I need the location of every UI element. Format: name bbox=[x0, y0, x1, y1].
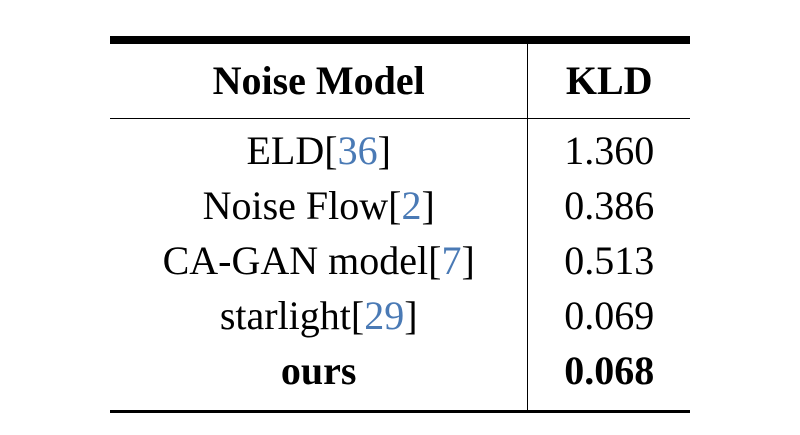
bracket-open: [ bbox=[428, 238, 442, 283]
model-cell: Noise Flow[2] bbox=[110, 178, 529, 233]
table-row: CA-GAN model[7] 0.513 bbox=[110, 233, 690, 288]
kld-value-best: 0.068 bbox=[564, 348, 655, 393]
table-row: ELD[36] 1.360 bbox=[110, 118, 690, 178]
model-name: ELD bbox=[246, 128, 325, 173]
bottom-rule bbox=[110, 410, 690, 413]
citation-link[interactable]: 2 bbox=[401, 183, 422, 228]
model-cell: starlight[29] bbox=[110, 288, 529, 343]
bracket-close: ] bbox=[404, 293, 418, 338]
header-noise-model: Noise Model bbox=[110, 44, 529, 119]
model-cell: ELD[36] bbox=[110, 118, 529, 178]
bracket-close: ] bbox=[377, 128, 391, 173]
model-name: starlight bbox=[219, 293, 351, 338]
bracket-open: [ bbox=[388, 183, 402, 228]
model-cell: CA-GAN model[7] bbox=[110, 233, 529, 288]
kld-value: 0.069 bbox=[564, 293, 655, 338]
model-name-ours: ours bbox=[110, 343, 529, 410]
kld-comparison-table: Noise Model KLD ELD[36] 1.360 Noise Flow… bbox=[110, 44, 690, 410]
bracket-close: ] bbox=[461, 238, 475, 283]
model-name: Noise Flow bbox=[202, 183, 389, 228]
bracket-close: ] bbox=[421, 183, 435, 228]
kld-value: 0.513 bbox=[564, 238, 655, 283]
bracket-open: [ bbox=[324, 128, 338, 173]
citation-link[interactable]: 36 bbox=[337, 128, 378, 173]
table-row: Noise Flow[2] 0.386 bbox=[110, 178, 690, 233]
header-row: Noise Model KLD bbox=[110, 44, 690, 119]
kld-value: 0.386 bbox=[564, 183, 655, 228]
top-rule bbox=[110, 36, 690, 44]
table-row-ours: ours 0.068 bbox=[110, 343, 690, 410]
kld-value: 1.360 bbox=[564, 128, 655, 173]
citation-link[interactable]: 7 bbox=[441, 238, 462, 283]
header-kld: KLD bbox=[527, 44, 690, 119]
results-table: Noise Model KLD ELD[36] 1.360 Noise Flow… bbox=[110, 36, 690, 413]
model-name: CA-GAN model bbox=[162, 238, 429, 283]
table-row: starlight[29] 0.069 bbox=[110, 288, 690, 343]
citation-link[interactable]: 29 bbox=[364, 293, 405, 338]
bracket-open: [ bbox=[350, 293, 365, 338]
